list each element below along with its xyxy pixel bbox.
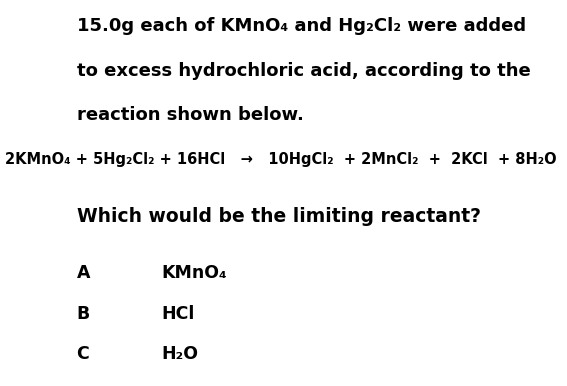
Text: HCl: HCl: [162, 305, 195, 323]
Text: Which would be the limiting reactant?: Which would be the limiting reactant?: [77, 207, 481, 225]
Text: H₂O: H₂O: [162, 345, 198, 364]
Text: to excess hydrochloric acid, according to the: to excess hydrochloric acid, according t…: [77, 62, 530, 80]
Text: A: A: [77, 264, 90, 283]
Text: C: C: [77, 345, 89, 364]
Text: reaction shown below.: reaction shown below.: [77, 106, 303, 124]
Text: B: B: [77, 305, 90, 323]
Text: 15.0g each of KMnO₄ and Hg₂Cl₂ were added: 15.0g each of KMnO₄ and Hg₂Cl₂ were adde…: [77, 17, 526, 36]
Text: 2KMnO₄ + 5Hg₂Cl₂ + 16HCl   →   10HgCl₂  + 2MnCl₂  +  2KCl  + 8H₂O: 2KMnO₄ + 5Hg₂Cl₂ + 16HCl → 10HgCl₂ + 2Mn…: [5, 152, 556, 168]
Text: KMnO₄: KMnO₄: [162, 264, 227, 283]
